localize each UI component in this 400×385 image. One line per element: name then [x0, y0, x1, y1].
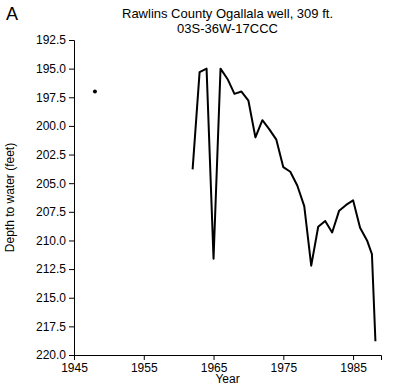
- y-axis-title: Depth to water (feet): [3, 143, 17, 252]
- y-tick-label: 195.0: [36, 62, 66, 76]
- x-tick-mark: [353, 355, 354, 360]
- y-tick-mark: [69, 40, 74, 41]
- y-tick-label: 210.0: [36, 234, 66, 248]
- y-tick-label: 192.5: [36, 33, 66, 47]
- chart: 19451955196519751985192.5195.0197.5200.0…: [0, 0, 400, 385]
- x-tick-label: 1945: [61, 361, 88, 375]
- y-tick: 197.5: [36, 91, 74, 105]
- y-tick-mark: [69, 298, 74, 299]
- x-tick-label: 1955: [131, 361, 158, 375]
- y-tick-mark: [69, 69, 74, 70]
- x-tick: 1955: [131, 355, 158, 375]
- y-axis: 192.5 195.0 197.5 200.0 202.5 205.0 207.5 210.0…: [36, 33, 75, 362]
- y-tick: 202.5: [36, 148, 74, 162]
- y-tick-label: 197.5: [36, 91, 66, 105]
- y-tick: 192.5: [36, 33, 74, 47]
- y-tick-label: 205.0: [36, 177, 66, 191]
- data-point: [93, 90, 97, 94]
- y-tick-label: 207.5: [36, 205, 66, 219]
- y-tick-label: 220.0: [36, 348, 66, 362]
- y-tick-label: 200.0: [36, 119, 66, 133]
- title: Rawlins County Ogallala well, 309 ft.: [122, 6, 333, 21]
- y-tick: 205.0: [36, 177, 74, 191]
- plot: 19451955196519751985192.5195.0197.5200.0…: [36, 33, 382, 374]
- y-tick: 215.0: [36, 291, 74, 305]
- y-tick-mark: [69, 355, 74, 356]
- x-tick-mark: [283, 355, 284, 360]
- y-tick: 195.0: [36, 62, 74, 76]
- y-tick: 210.0: [36, 234, 74, 248]
- y-tick-mark: [69, 155, 74, 156]
- y-tick-mark: [69, 326, 74, 327]
- y-tick-label: 217.5: [36, 320, 66, 334]
- y-tick: 207.5: [36, 205, 74, 219]
- y-tick-label: 215.0: [36, 291, 66, 305]
- data-line: [193, 69, 376, 342]
- x-tick-label: 1985: [340, 361, 367, 375]
- y-tick-mark: [69, 240, 74, 241]
- y-tick-label: 202.5: [36, 148, 66, 162]
- y-tick: 200.0: [36, 119, 74, 133]
- panel-label: A: [6, 4, 18, 24]
- subtitle: 03S-36W-17CCC: [177, 21, 278, 36]
- y-tick-label: 212.5: [36, 262, 66, 276]
- x-tick-mark: [144, 355, 145, 360]
- y-tick: 212.5: [36, 262, 74, 276]
- data: [93, 69, 375, 342]
- y-tick: 220.0: [36, 348, 74, 362]
- y-tick-mark: [69, 212, 74, 213]
- x-tick: 1975: [270, 355, 297, 375]
- y-tick-mark: [69, 97, 74, 98]
- y-tick-mark: [69, 269, 74, 270]
- y-tick-mark: [69, 126, 74, 127]
- x-tick: 1985: [340, 355, 367, 375]
- x-axis-title: Year: [215, 372, 239, 385]
- x-axis-line: [75, 356, 382, 361]
- x-tick-mark: [214, 355, 215, 360]
- y-tick-mark: [69, 183, 74, 184]
- x-tick-label: 1975: [270, 361, 297, 375]
- y-axis-line: [69, 41, 75, 356]
- y-tick: 217.5: [36, 320, 74, 334]
